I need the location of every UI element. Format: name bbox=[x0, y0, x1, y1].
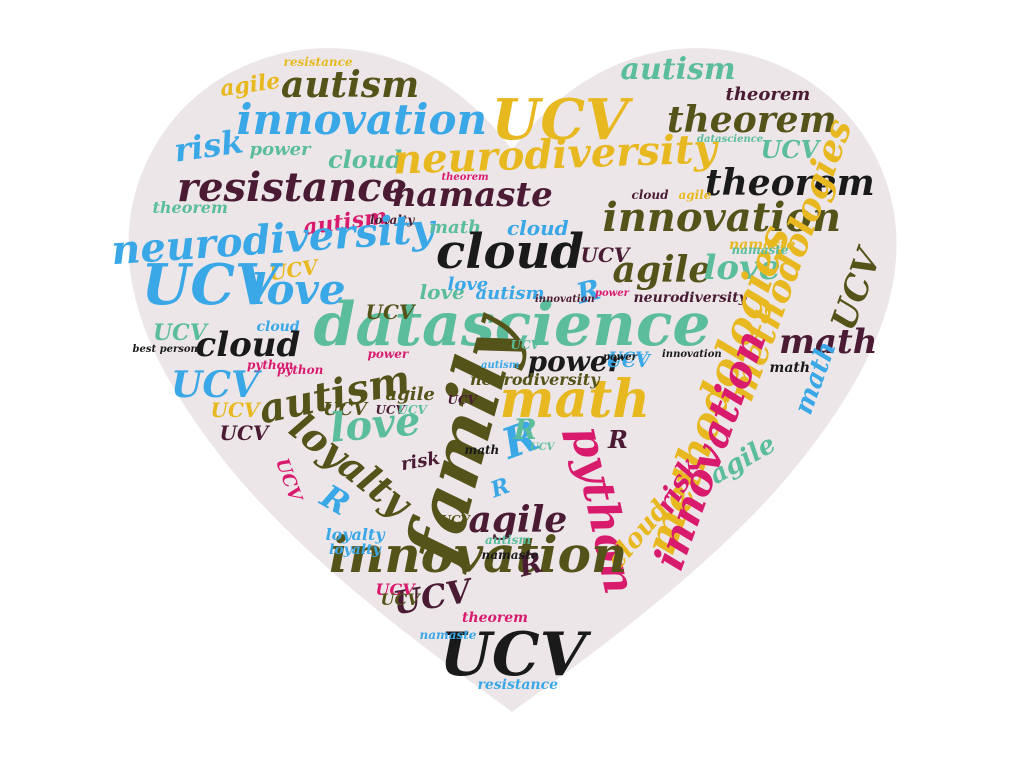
word-agile: agile bbox=[468, 499, 568, 541]
word-theorem: theorem bbox=[441, 172, 489, 183]
word-math: math bbox=[464, 443, 500, 457]
word-innovation: innovation bbox=[236, 95, 488, 144]
word-autism: autism bbox=[481, 360, 520, 371]
word-power: power bbox=[603, 352, 637, 363]
word-r: R bbox=[513, 413, 537, 446]
word-power: power bbox=[595, 288, 629, 299]
word-math: math bbox=[779, 322, 878, 362]
word-power: power bbox=[249, 139, 311, 160]
word-ucv: UCV bbox=[397, 403, 427, 417]
word-datascience: datascience bbox=[697, 134, 764, 145]
word-love: love bbox=[703, 248, 781, 288]
word-namaste: namaste bbox=[481, 548, 539, 562]
word-neurodiversity: neurodiversity bbox=[470, 370, 600, 389]
word-ucv: UCV bbox=[760, 135, 820, 164]
word-ucv: UCV bbox=[171, 364, 259, 406]
word-cloud: cloud bbox=[256, 319, 300, 335]
word-cloud: cloud bbox=[631, 188, 669, 202]
word-ucv: UCV bbox=[210, 398, 260, 422]
word-ucv: UCV bbox=[447, 393, 477, 407]
word-ucv: UCV bbox=[440, 513, 470, 527]
word-resistance: resistance bbox=[283, 55, 353, 69]
word-resistance: resistance bbox=[477, 677, 559, 693]
word-namaste: namaste bbox=[731, 243, 789, 257]
word-ucv: UCV bbox=[439, 620, 587, 690]
word-ucv: UCV bbox=[606, 351, 650, 372]
word-python: python bbox=[277, 363, 324, 377]
word-ucv: UCV bbox=[608, 348, 648, 367]
word-namaste: namaste bbox=[391, 175, 553, 215]
word-loyalty: loyalty bbox=[329, 542, 381, 558]
word-ucv: UCV bbox=[141, 252, 279, 318]
word-loyalty: loyalty bbox=[325, 525, 385, 544]
word-math: math bbox=[499, 369, 651, 430]
word-power: power bbox=[527, 345, 623, 378]
word-namaste: namaste bbox=[419, 628, 477, 642]
word-ucv: UCV bbox=[580, 243, 630, 267]
word-cloud: cloud bbox=[328, 145, 402, 174]
word-math: math bbox=[769, 360, 811, 376]
word-cloud: cloud bbox=[436, 224, 584, 280]
word-love: love bbox=[419, 280, 465, 304]
word-cloud: cloud bbox=[507, 216, 569, 240]
word-ucv: UCV bbox=[491, 87, 629, 153]
word-theorem: theorem bbox=[667, 99, 837, 141]
word-ucv: UCV bbox=[375, 403, 405, 417]
word-python: python bbox=[247, 358, 294, 372]
word-cloud: cloud bbox=[195, 325, 301, 365]
word-neurodiversity: neurodiversity bbox=[633, 290, 747, 306]
word-ucv: UCV bbox=[530, 442, 555, 453]
word-ucv: UCV bbox=[375, 580, 415, 599]
word-autism: autism bbox=[281, 64, 420, 106]
word-agile: agile bbox=[385, 384, 435, 405]
word-ucv: UCV bbox=[365, 300, 415, 324]
word-ucv: UCV bbox=[219, 421, 269, 445]
word-r: R bbox=[608, 425, 628, 454]
word-math: math bbox=[429, 217, 482, 238]
word-love: love bbox=[250, 265, 346, 314]
word-theorem: theorem bbox=[462, 610, 528, 626]
word-theorem: theorem bbox=[705, 162, 875, 204]
word-innovation: innovation bbox=[602, 194, 842, 241]
word-autism: autism bbox=[485, 533, 532, 547]
word-autism: autism bbox=[620, 52, 736, 87]
word-agile: agile bbox=[678, 188, 712, 202]
word-best-person: best person bbox=[132, 344, 198, 355]
word-resistance: resistance bbox=[177, 164, 408, 211]
word-power: power bbox=[367, 347, 409, 361]
word-loyalty: loyalty bbox=[370, 213, 415, 227]
word-love: love bbox=[447, 274, 489, 295]
word-ucv: UCV bbox=[510, 338, 540, 352]
word-agile: agile bbox=[612, 249, 712, 291]
word-theorem: theorem bbox=[725, 84, 811, 105]
word-autism: autism bbox=[475, 283, 545, 304]
word-namaste: namaste bbox=[729, 237, 796, 253]
word-ucv: UCV bbox=[153, 320, 207, 346]
word-ucv: UCV bbox=[323, 399, 367, 420]
word-innovation: innovation bbox=[329, 525, 628, 584]
word-datascience: datascience bbox=[313, 290, 711, 360]
word-ucv: UCV bbox=[380, 590, 420, 609]
word-innovation: innovation bbox=[662, 349, 722, 360]
word-theorem: theorem bbox=[152, 198, 228, 217]
word-risk: risk bbox=[171, 122, 246, 170]
heart-outline bbox=[128, 48, 897, 713]
word-innovation: innovation bbox=[535, 294, 595, 305]
